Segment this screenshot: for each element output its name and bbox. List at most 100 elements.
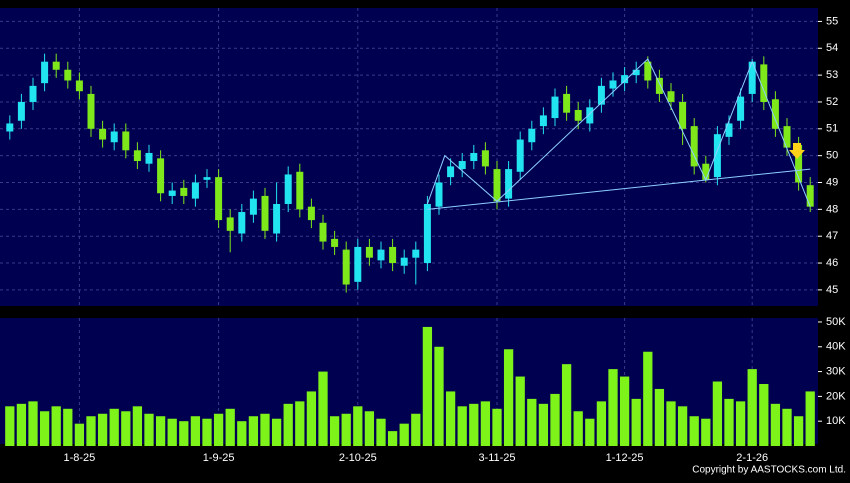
volume-bar (16, 403, 27, 446)
volume-bar (608, 369, 618, 446)
candle-body (6, 123, 14, 132)
candle-body (377, 249, 385, 261)
candle-body (168, 190, 176, 196)
candle-body (284, 174, 292, 204)
volume-tick-label: 20K (826, 390, 846, 402)
volume-bar (503, 349, 514, 446)
volume-tick-label: 30K (826, 365, 846, 377)
candle-body (307, 206, 315, 221)
volume-bar (39, 411, 50, 446)
volume-bar (457, 406, 467, 446)
candle-body (99, 128, 107, 140)
candles (6, 53, 814, 293)
volume-bar (121, 411, 131, 446)
candle-body (621, 75, 629, 84)
volume-bar (295, 401, 305, 446)
volume-bar (480, 401, 491, 446)
volume-bar (585, 418, 595, 446)
volume-bar (283, 403, 293, 446)
volume-bar (759, 383, 769, 446)
volume-bar (596, 401, 607, 446)
volume-tick-label: 50K (826, 316, 846, 328)
labels: 45 46 47 48 49 50 51 52 53 54 55 10K 20K 30K 40K 50K 1-8… (64, 15, 847, 464)
x-tick-label: 2-1-26 (736, 452, 768, 464)
candle-body (551, 96, 559, 119)
volume-bar (225, 408, 235, 446)
candle-body (435, 182, 443, 207)
candle-body (586, 107, 594, 124)
candle-body (400, 257, 408, 266)
candle-body (748, 61, 756, 94)
candle-body (505, 169, 513, 199)
grid (0, 8, 818, 446)
candle-body (365, 246, 373, 258)
volume-bar (724, 398, 734, 446)
volume-tick-label: 10K (826, 415, 846, 427)
volume-bar (248, 416, 259, 446)
volume-bar (422, 326, 433, 446)
candle-body (41, 61, 49, 84)
volume-bar (144, 413, 154, 446)
candle-body (597, 85, 605, 105)
volume-bar (434, 346, 444, 446)
x-tick-label: 1-8-25 (64, 452, 96, 464)
candle-body (203, 177, 211, 180)
x-tick-label: 2-10-25 (339, 452, 377, 464)
candle-body (644, 61, 652, 81)
candle-body (273, 203, 281, 234)
candle-body (17, 101, 25, 121)
candle-body (122, 131, 130, 151)
candle-body (238, 212, 246, 234)
candle-body (632, 69, 640, 76)
volume-bar (28, 401, 38, 446)
volume-bar (550, 393, 560, 446)
candle-body (447, 166, 455, 178)
candle-body (226, 217, 234, 231)
candle-body (458, 161, 466, 170)
candle-body (261, 195, 269, 231)
candle-body (145, 152, 153, 164)
y-tick-label: 50 (826, 150, 838, 162)
candle-body (87, 93, 95, 129)
volume-bar (619, 376, 630, 446)
volume-bar (271, 418, 282, 446)
volume-bar (86, 416, 96, 446)
copyright: Copyright by AASTOCKS.com Ltd. (692, 465, 846, 476)
volume-bar (399, 423, 409, 446)
volume-bar (515, 376, 525, 446)
candle-body (667, 91, 675, 102)
candle-body (702, 163, 710, 180)
candle-body (783, 126, 791, 148)
volume-bar (677, 406, 688, 446)
volume-bar (63, 408, 73, 446)
volume-bar (573, 411, 583, 446)
candle-body (389, 246, 397, 264)
candle-body (713, 134, 721, 178)
arrow-marker (789, 143, 805, 159)
candle-body (574, 110, 582, 121)
y-tick-label: 49 (826, 176, 838, 188)
volume-bar (735, 401, 746, 446)
volume-bar (237, 421, 247, 446)
volume-bar (190, 416, 201, 446)
candle-body (481, 150, 489, 167)
volume-bar (701, 418, 711, 446)
candle-body (29, 85, 37, 102)
volume-bar (306, 391, 317, 446)
candle-body (110, 131, 118, 143)
y-tick-label: 54 (826, 42, 838, 54)
volume-bar (97, 413, 108, 446)
volume-bar (213, 413, 224, 446)
candle-body (157, 158, 165, 194)
volume-bar (329, 416, 340, 446)
y-tick-label: 53 (826, 69, 838, 81)
candle-body (795, 144, 803, 183)
candle-body (725, 123, 733, 137)
x-tick-label: 1-9-25 (203, 452, 235, 464)
trendlines (426, 58, 811, 210)
candle-body (319, 222, 327, 242)
volume-tick-label: 40K (826, 341, 846, 353)
candle-body (516, 139, 524, 172)
trendline (426, 58, 811, 207)
